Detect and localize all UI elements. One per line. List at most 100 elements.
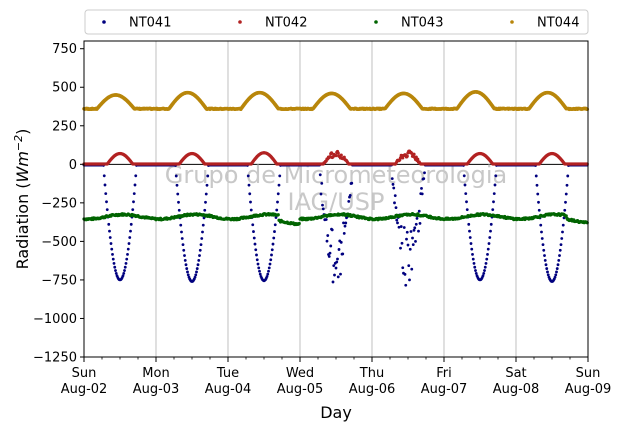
- x-tick-label-date: Aug-02: [61, 382, 108, 397]
- nt041-point: [186, 273, 190, 277]
- nt041-point: [184, 263, 188, 267]
- nt041-point: [198, 254, 201, 257]
- nt041-point: [249, 200, 252, 204]
- x-tick-label-day: Wed: [286, 366, 314, 381]
- nt041-point: [465, 208, 469, 212]
- nt041-point: [557, 258, 561, 262]
- nt041-point: [331, 280, 335, 284]
- y-tick-label: −1250: [33, 351, 77, 366]
- nt041-point: [565, 183, 569, 187]
- nt041-point: [112, 261, 116, 265]
- nt041-point: [105, 200, 108, 204]
- nt041-point: [493, 183, 497, 187]
- nt044-point: [585, 107, 590, 112]
- nt041-point: [403, 272, 407, 276]
- nt041-point: [400, 241, 404, 245]
- nt041-point: [177, 208, 181, 212]
- nt041-point: [276, 192, 280, 196]
- x-tick-label-date: Aug-09: [565, 382, 612, 397]
- series-NT044: [82, 90, 590, 112]
- nt041-point: [561, 230, 564, 234]
- nt041-point: [105, 208, 109, 212]
- nt041-point: [471, 252, 474, 256]
- nt041-point: [325, 239, 329, 243]
- nt041-point: [204, 200, 207, 204]
- nt041-point: [393, 194, 397, 198]
- nt041-point: [469, 242, 473, 245]
- nt041-point: [558, 248, 562, 252]
- x-tick-label-day: Sun: [576, 366, 601, 381]
- nt041-point: [408, 247, 412, 251]
- nt041-point: [275, 208, 279, 212]
- legend-label: NT043: [401, 16, 443, 31]
- nt041-point: [347, 199, 351, 203]
- nt041-point: [464, 192, 468, 195]
- nt041-point: [491, 208, 495, 212]
- nt041-point: [465, 200, 468, 204]
- y-axis: −1250 −1000 −750 −500 −250 0 250 500 750: [33, 42, 84, 366]
- nt041-point: [103, 183, 107, 187]
- legend-box: [84, 9, 589, 35]
- nt041-point: [463, 183, 467, 187]
- nt041-point: [561, 223, 565, 227]
- nt041-point: [182, 248, 186, 252]
- nt041-point: [481, 274, 485, 278]
- nt041-point: [391, 182, 395, 186]
- nt041-point: [484, 261, 488, 265]
- nt041-point: [265, 275, 269, 278]
- nt041-point: [399, 246, 402, 250]
- nt041-point: [474, 269, 477, 272]
- nt041-point: [555, 267, 559, 270]
- nt041-point: [129, 222, 133, 226]
- nt041-point: [488, 236, 492, 239]
- nt041-point: [472, 261, 476, 265]
- nt041-point: [197, 258, 201, 262]
- nt041-point: [332, 264, 336, 268]
- nt041-point: [113, 265, 117, 269]
- nt041-point: [111, 252, 114, 256]
- x-tick-label-day: Sun: [72, 366, 97, 381]
- nt041-point: [248, 192, 252, 196]
- nt041-point: [270, 248, 274, 252]
- nt041-point: [414, 222, 418, 226]
- nt041-point: [278, 174, 282, 178]
- series-NT043: [82, 211, 589, 227]
- nt041-point: [126, 247, 130, 251]
- x-tick-label-date: Aug-08: [493, 382, 540, 397]
- nt041-point: [267, 266, 271, 270]
- x-tick-label-date: Aug-04: [205, 382, 252, 397]
- nt041-point: [545, 267, 549, 270]
- nt041-point: [271, 242, 275, 246]
- nt041-point: [543, 254, 546, 257]
- nt041-point: [423, 171, 426, 175]
- nt041-point: [127, 242, 131, 245]
- nt041-point: [411, 236, 414, 240]
- nt041-point: [204, 192, 208, 196]
- nt042-point: [334, 154, 338, 158]
- nt041-point: [540, 230, 543, 234]
- nt041-point: [269, 258, 273, 262]
- nt041-point: [536, 192, 540, 196]
- nt041-point: [327, 255, 331, 258]
- nt041-point: [273, 230, 276, 233]
- nt041-point: [104, 192, 108, 195]
- nt041-point: [206, 174, 210, 178]
- nt041-point: [336, 257, 339, 261]
- nt041-point: [489, 222, 493, 226]
- nt041-point: [556, 263, 560, 267]
- nt041-point: [397, 225, 401, 229]
- nt041-point: [201, 223, 205, 227]
- nt041-point: [553, 275, 557, 279]
- nt041-point: [541, 243, 545, 247]
- nt041-point: [418, 222, 422, 225]
- x-tick-label-date: Aug-07: [421, 382, 468, 397]
- nt041-point: [108, 229, 111, 233]
- nt041-point: [402, 226, 406, 229]
- y-tick-label: −1000: [33, 312, 77, 327]
- nt041-point: [405, 230, 409, 234]
- x-tick-label-date: Aug-03: [133, 382, 180, 397]
- nt041-point: [133, 183, 137, 187]
- legend-label: NT044: [537, 16, 579, 31]
- nt041-point: [277, 183, 281, 187]
